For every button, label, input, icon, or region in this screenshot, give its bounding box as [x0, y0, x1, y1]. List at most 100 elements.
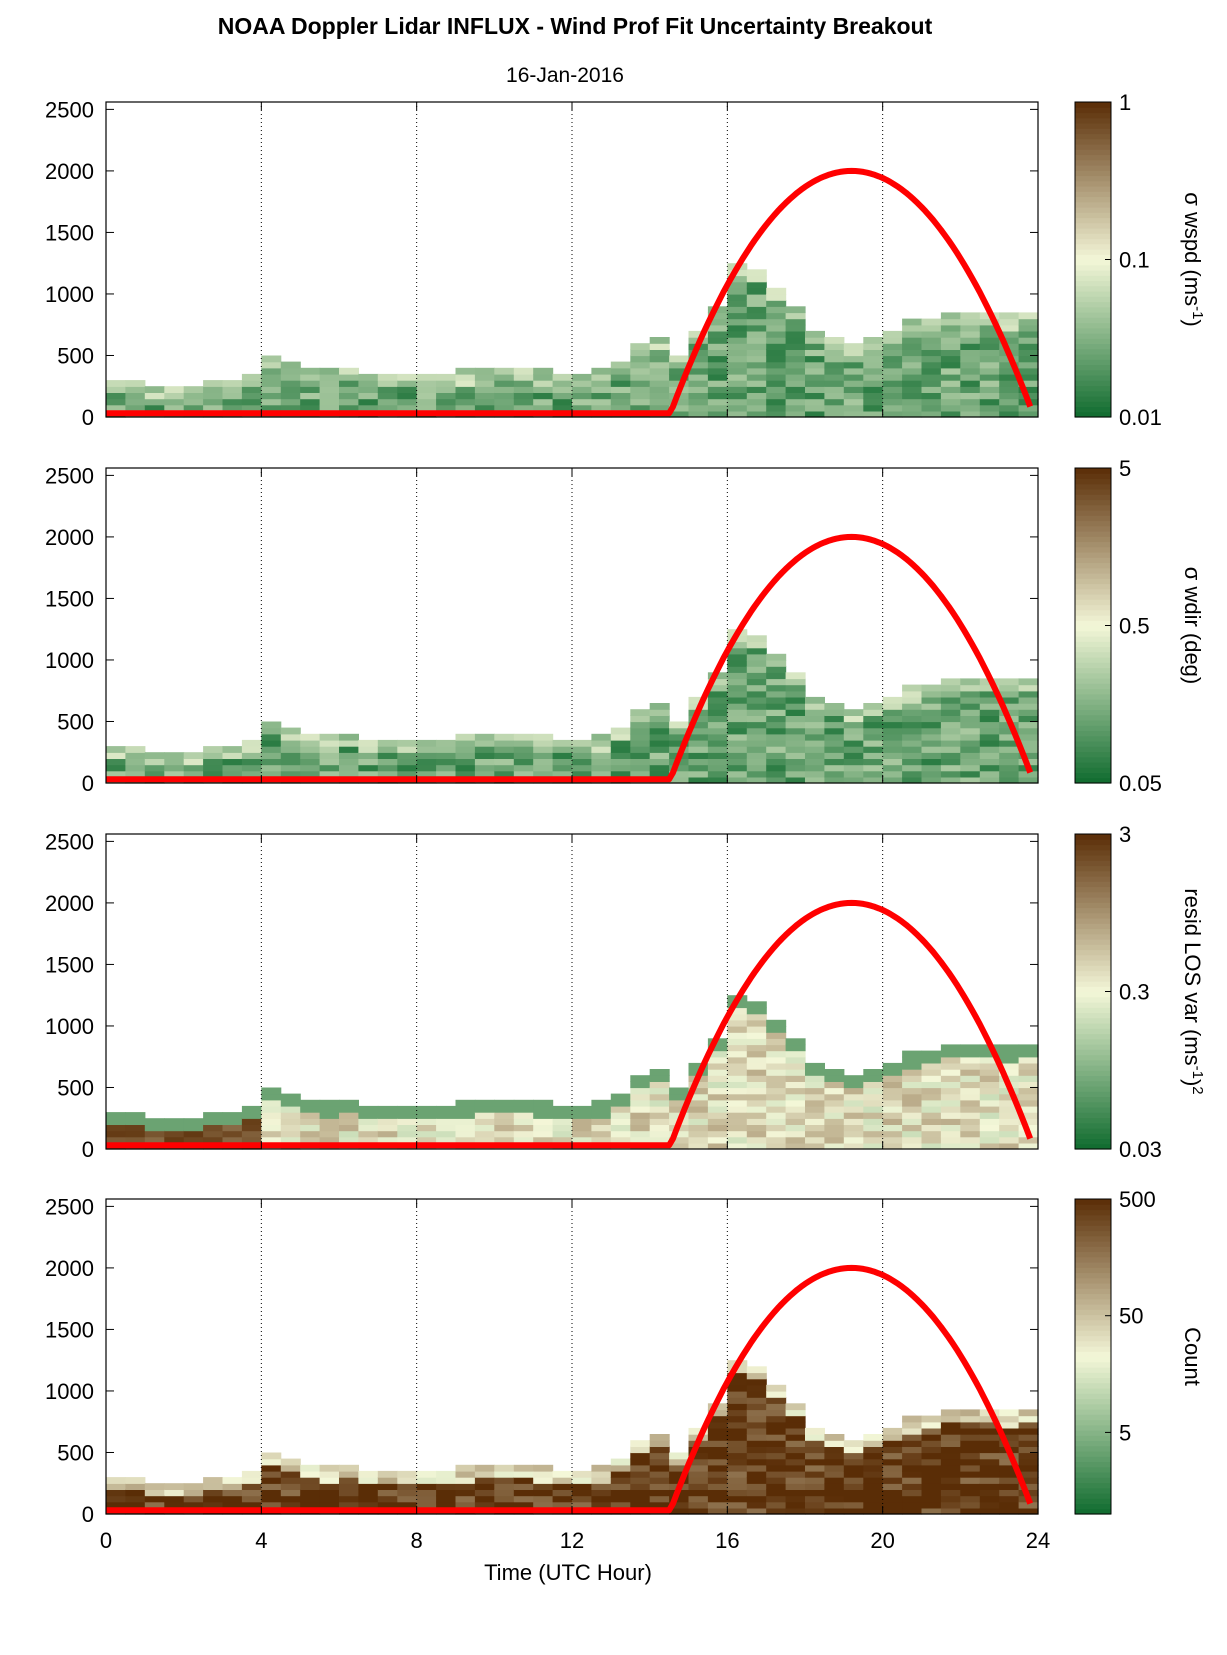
heatmap-cell	[805, 1446, 825, 1454]
heatmap-cell	[358, 1124, 379, 1132]
heatmap-cell	[707, 404, 728, 412]
heatmap-cell	[688, 330, 709, 338]
heatmap-cell	[669, 1501, 690, 1509]
heatmap-cell	[882, 764, 903, 772]
heatmap-cell	[960, 746, 981, 753]
colorbar-step	[1075, 390, 1111, 397]
heatmap-cell	[416, 1136, 437, 1144]
heatmap-cell	[222, 1112, 243, 1119]
heatmap-cell	[339, 392, 359, 400]
heatmap-cell	[669, 1130, 690, 1138]
heatmap-cell	[591, 1477, 612, 1484]
heatmap-cell	[999, 1093, 1020, 1101]
colorbar-step	[1075, 1086, 1111, 1092]
heatmap-cell	[261, 1495, 282, 1503]
colorbar-step	[1075, 1314, 1111, 1321]
heatmap-cell	[203, 1477, 224, 1484]
colorbar-step	[1075, 520, 1111, 527]
heatmap-cell	[766, 318, 787, 326]
heatmap-cell	[397, 1124, 418, 1132]
colorbar-tick-label: 0.5	[1119, 614, 1150, 639]
heatmap-cell	[902, 1440, 923, 1447]
heatmap-cell	[843, 398, 864, 406]
heatmap-cell	[843, 746, 864, 753]
heatmap-cell	[591, 373, 612, 381]
colorbar-step	[1075, 1346, 1111, 1352]
heatmap-cell	[863, 764, 884, 772]
heatmap-cell	[727, 306, 748, 314]
heatmap-cell	[707, 1081, 728, 1089]
heatmap-cell	[727, 324, 748, 332]
heatmap-cell	[843, 1081, 864, 1089]
colorbar-step	[1075, 720, 1111, 726]
colorbar-step	[1075, 1330, 1111, 1337]
heatmap-cell	[339, 1124, 359, 1132]
heatmap-cell	[552, 1105, 573, 1113]
heatmap-cell	[785, 703, 806, 710]
heatmap-cell	[843, 770, 864, 778]
heatmap-cell	[552, 758, 573, 766]
heatmap-cell	[746, 1477, 767, 1484]
heatmap-cell	[960, 1489, 981, 1497]
heatmap-cell	[746, 410, 767, 418]
heatmap-cell	[203, 1136, 224, 1144]
heatmap-cell	[746, 653, 767, 661]
heatmap-cell	[979, 1112, 1000, 1119]
heatmap-cell	[727, 281, 748, 289]
heatmap-cell	[494, 1501, 515, 1509]
heatmap-cell	[669, 410, 690, 418]
heatmap-cell	[494, 373, 515, 381]
heatmap-cell	[688, 1495, 709, 1503]
heatmap-cell	[805, 752, 825, 759]
heatmap-cell	[630, 373, 651, 381]
heatmap-cell	[125, 1118, 146, 1125]
heatmap-cell	[785, 1458, 806, 1466]
heatmap-cell	[125, 1501, 146, 1509]
heatmap-cell	[940, 361, 961, 369]
heatmap-cell	[785, 1464, 806, 1472]
heatmap-cell	[805, 1062, 825, 1070]
heatmap-cell	[863, 1087, 884, 1095]
heatmap-cell	[979, 404, 1000, 412]
heatmap-cell	[805, 1440, 825, 1447]
heatmap-cell	[727, 294, 748, 301]
heatmap-cell	[882, 386, 903, 393]
heatmap-cell	[649, 337, 670, 344]
heatmap-cell	[203, 386, 224, 393]
heatmap-cell	[649, 1130, 670, 1138]
heatmap-cell	[863, 1489, 884, 1497]
colorbar-step	[1075, 1101, 1111, 1108]
heatmap-cell	[358, 752, 379, 759]
heatmap-cell	[707, 1056, 728, 1064]
heatmap-cell	[630, 1093, 651, 1101]
heatmap-cell	[921, 752, 942, 759]
heatmap-cell	[1018, 380, 1039, 387]
heatmap-cell	[746, 1142, 767, 1150]
heatmap-cell	[416, 386, 437, 393]
heatmap-cell	[203, 1124, 224, 1132]
heatmap-cell	[921, 776, 942, 784]
heatmap-cell	[319, 1118, 340, 1125]
heatmap-cell	[513, 1470, 534, 1478]
heatmap-cell	[727, 653, 748, 661]
heatmap-cell	[649, 1470, 670, 1478]
heatmap-cell	[766, 1483, 787, 1490]
heatmap-cell	[513, 1130, 534, 1138]
colorbar-label: σ wspd (ms-1)	[1180, 192, 1207, 327]
heatmap-cell	[416, 1124, 437, 1132]
heatmap-cell	[533, 1130, 554, 1138]
heatmap-cell	[377, 380, 398, 387]
heatmap-cell	[727, 1105, 748, 1113]
heatmap-cell	[902, 727, 923, 735]
heatmap-cell	[397, 1130, 418, 1138]
heatmap-cell	[707, 1044, 728, 1052]
heatmap-cell	[106, 1112, 126, 1119]
colorbar-step	[1075, 1409, 1111, 1415]
heatmap-cell	[882, 1075, 903, 1082]
heatmap-cell	[377, 1470, 398, 1478]
heatmap-cell	[863, 746, 884, 753]
heatmap-cell	[688, 776, 709, 784]
heatmap-cell	[300, 1483, 321, 1490]
heatmap-cell	[746, 660, 767, 667]
colorbar-step	[1075, 683, 1111, 690]
